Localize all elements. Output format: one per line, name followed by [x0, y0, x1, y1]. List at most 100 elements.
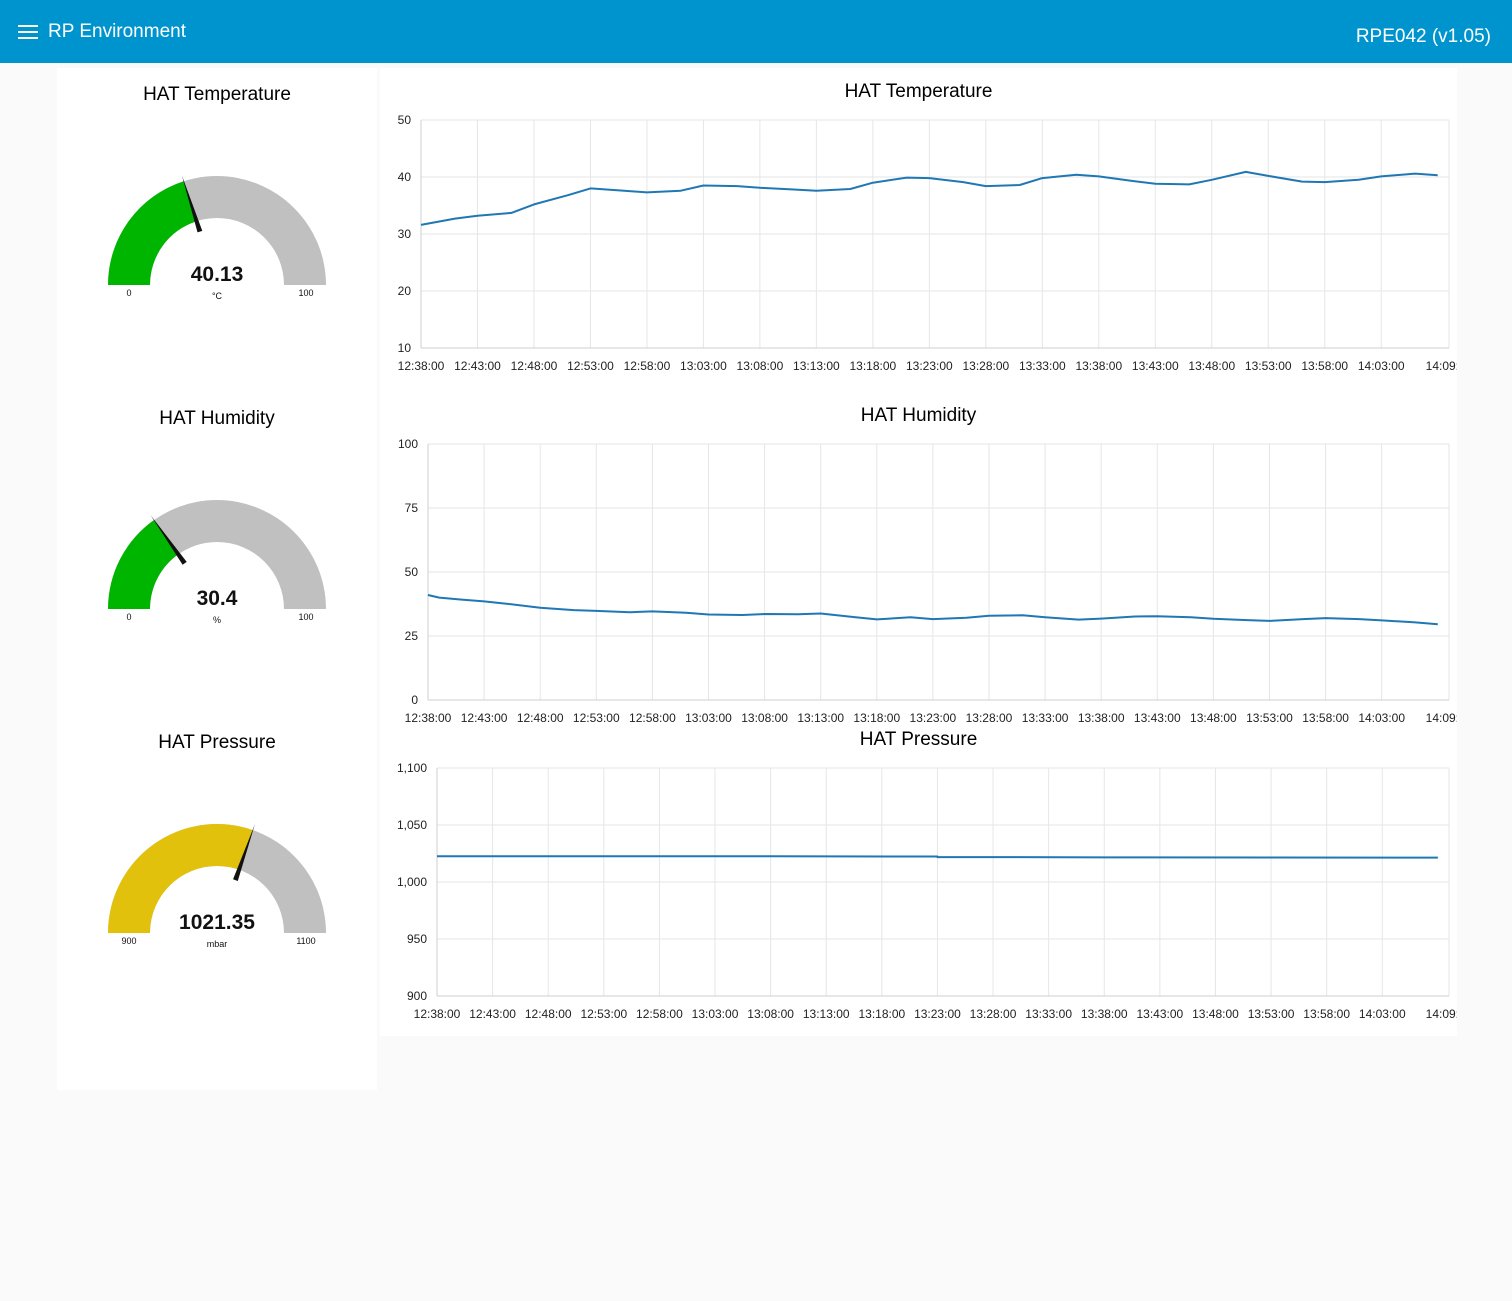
- gauge-needle: [150, 515, 187, 565]
- chart-title-pressure: HAT Pressure: [859, 729, 978, 750]
- app-title: RP Environment: [48, 21, 186, 42]
- x-tick-label: 12:38:00: [405, 711, 452, 725]
- x-tick-label: 13:03:00: [692, 1007, 739, 1021]
- temperature-gauge: 40.13 °C 0 100: [108, 175, 326, 301]
- x-tick-label: 13:33:00: [1022, 711, 1069, 725]
- x-tick-label: 13:23:00: [906, 359, 953, 373]
- humidity-chart: 0 25 50 75 100 12:38:00 12:43:00 12:48:00 12:53:…: [398, 437, 1457, 725]
- device-label: RPE042 (v1.05): [1355, 26, 1491, 47]
- gauge-max-label: 100: [298, 288, 313, 298]
- series-line: [420, 170, 1438, 226]
- chart-panel: HAT Temperature 10 20 30 40 50 12:38:00 12:43:…: [380, 68, 1457, 1036]
- gauge-value: 30.4: [197, 587, 238, 610]
- y-tick-label: 1,050: [397, 818, 427, 832]
- x-tick-label: 13:38:00: [1078, 711, 1125, 725]
- x-tick-label: 13:18:00: [853, 711, 900, 725]
- x-tick-label: 13:43:00: [1134, 711, 1181, 725]
- gauge-unit: mbar: [207, 939, 228, 949]
- x-tick-label: 12:38:00: [414, 1007, 461, 1021]
- x-tick-label: 14:09:00: [1426, 711, 1457, 725]
- x-tick-label: 14:03:00: [1358, 711, 1405, 725]
- x-tick-label: 13:13:00: [797, 711, 844, 725]
- gauge-unit: %: [213, 615, 221, 625]
- x-tick-label: 14:09:00: [1426, 1007, 1457, 1021]
- pressure-chart: 900 950 1,000 1,050 1,100 12:38:00 12:43:00 12:…: [397, 761, 1457, 1021]
- x-tick-label: 13:28:00: [970, 1007, 1017, 1021]
- y-tick-label: 1,000: [397, 875, 427, 889]
- gauge-max-label: 100: [298, 612, 313, 622]
- x-tick-label: 12:58:00: [624, 359, 671, 373]
- temperature-chart: 10 20 30 40 50 12:38:00 12:43:00 12:48:00 12:53:…: [398, 113, 1457, 373]
- y-tick-label: 950: [407, 932, 427, 946]
- x-tick-label: 12:43:00: [454, 359, 501, 373]
- x-tick-label: 13:43:00: [1136, 1007, 1183, 1021]
- gauge-min-label: 0: [126, 288, 131, 298]
- series-line: [437, 855, 1438, 859]
- gauge-value: 40.13: [191, 263, 244, 286]
- y-tick-label: 30: [398, 227, 412, 241]
- gauge-needle: [233, 824, 255, 881]
- x-tick-label: 13:43:00: [1132, 359, 1179, 373]
- x-tick-label: 13:38:00: [1081, 1007, 1128, 1021]
- y-tick-label: 40: [398, 170, 412, 184]
- y-tick-label: 100: [398, 437, 418, 451]
- x-tick-label: 12:53:00: [567, 359, 614, 373]
- gauge-track: [108, 500, 326, 609]
- x-tick-label: 13:28:00: [962, 359, 1009, 373]
- x-tick-label: 13:23:00: [910, 711, 957, 725]
- x-tick-label: 12:43:00: [461, 711, 508, 725]
- x-tick-label: 13:48:00: [1192, 1007, 1239, 1021]
- x-tick-label: 13:58:00: [1303, 1007, 1350, 1021]
- gauge-title-humidity: HAT Humidity: [159, 408, 275, 429]
- series-line: [427, 594, 1438, 626]
- hamburger-icon[interactable]: [18, 22, 38, 42]
- x-tick-label: 13:23:00: [914, 1007, 961, 1021]
- gauge-value: 1021.35: [179, 911, 255, 934]
- gauge-title-pressure: HAT Pressure: [158, 732, 276, 753]
- x-tick-label: 13:08:00: [737, 359, 784, 373]
- gauge-unit: °C: [212, 291, 223, 301]
- y-tick-label: 20: [398, 284, 412, 298]
- x-tick-label: 13:53:00: [1245, 359, 1292, 373]
- pressure-gauge: 1021.35 mbar 900 1100: [108, 824, 326, 949]
- gauge-min-label: 900: [121, 936, 136, 946]
- x-tick-label: 12:48:00: [511, 359, 558, 373]
- x-tick-label: 13:33:00: [1019, 359, 1066, 373]
- gauge-title-temperature: HAT Temperature: [143, 84, 291, 105]
- x-tick-label: 14:03:00: [1359, 1007, 1406, 1021]
- x-tick-label: 13:18:00: [850, 359, 897, 373]
- x-tick-label: 12:48:00: [517, 711, 564, 725]
- x-tick-label: 13:13:00: [793, 359, 840, 373]
- x-tick-label: 12:38:00: [398, 359, 445, 373]
- x-tick-label: 13:58:00: [1301, 359, 1348, 373]
- humidity-gauge: 30.4% 0 100: [108, 500, 326, 625]
- y-tick-label: 50: [398, 113, 412, 127]
- y-tick-label: 900: [407, 989, 427, 1003]
- x-tick-label: 14:03:00: [1358, 359, 1405, 373]
- x-tick-label: 13:03:00: [685, 711, 732, 725]
- x-tick-label: 13:53:00: [1246, 711, 1293, 725]
- gauge-max-label: 1100: [296, 936, 315, 946]
- x-tick-label: 14:09:00: [1426, 359, 1457, 373]
- x-tick-label: 13:28:00: [966, 711, 1013, 725]
- gauge-fill: [108, 181, 197, 285]
- x-tick-label: 12:53:00: [573, 711, 620, 725]
- y-tick-label: 1,100: [397, 761, 427, 775]
- y-tick-label: 0: [411, 693, 418, 707]
- x-tick-label: 13:13:00: [803, 1007, 850, 1021]
- y-tick-label: 50: [405, 565, 419, 579]
- gauge-min-label: 0: [126, 612, 131, 622]
- y-tick-label: 75: [405, 501, 419, 515]
- x-tick-label: 13:53:00: [1248, 1007, 1295, 1021]
- gauge-panel: HAT Temperature 40.13 °C 0 100 HAT Humidity…: [57, 68, 377, 1090]
- top-toolbar: RP Environment RPE042 (v1.05): [0, 0, 1512, 63]
- x-tick-label: 13:33:00: [1025, 1007, 1072, 1021]
- x-tick-label: 12:43:00: [469, 1007, 516, 1021]
- gauge-needle: [181, 175, 203, 233]
- y-tick-label: 10: [398, 341, 412, 355]
- gauge-fill: [108, 520, 179, 609]
- x-tick-label: 13:03:00: [680, 359, 727, 373]
- x-tick-label: 12:48:00: [525, 1007, 572, 1021]
- chart-title-humidity: HAT Humidity: [860, 405, 977, 426]
- x-tick-label: 13:08:00: [747, 1007, 794, 1021]
